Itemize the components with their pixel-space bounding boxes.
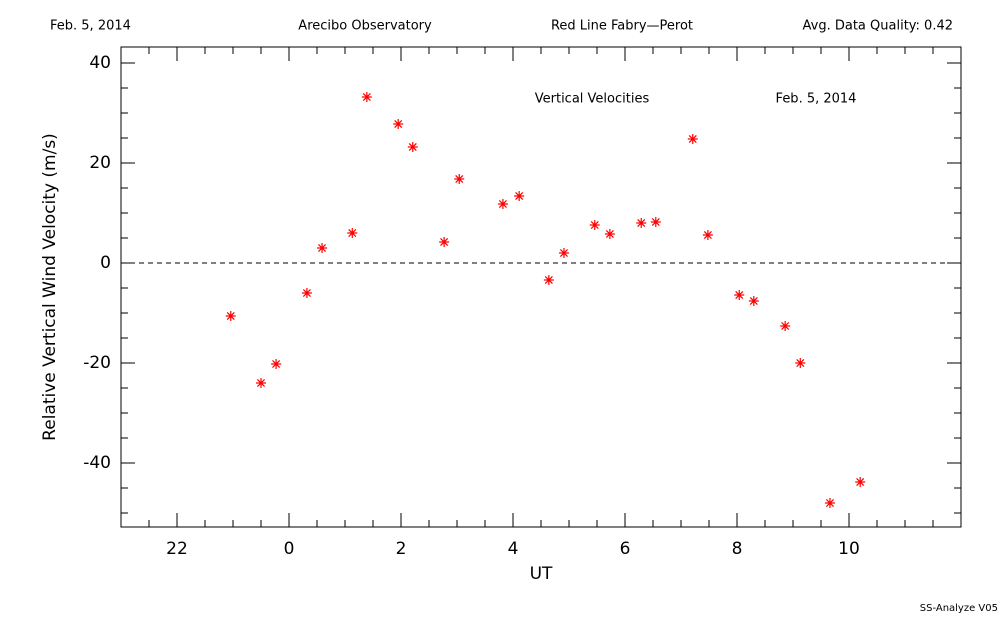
y-axis-label: Relative Vertical Wind Velocity (m/s): [40, 133, 60, 441]
data-point: [347, 228, 358, 238]
data-point: [407, 142, 418, 152]
x-tick-label: 8: [732, 539, 743, 559]
chart-title: Vertical Velocities: [535, 92, 650, 107]
data-point: [393, 119, 404, 129]
data-point: [748, 296, 759, 306]
chart-subtitle: Feb. 5, 2014: [776, 92, 857, 107]
data-point: [317, 243, 328, 253]
footer: SS-Analyze V05: [920, 603, 998, 614]
x-tick-label: 6: [620, 539, 631, 559]
data-point: [514, 191, 525, 201]
y-tick-label: 40: [89, 53, 111, 73]
data-point: [636, 218, 647, 228]
data-point: [361, 92, 372, 102]
y-tick-label: -20: [83, 353, 111, 373]
x-tick-label: 22: [166, 539, 188, 559]
header-date: Feb. 5, 2014: [50, 19, 131, 34]
x-axis-label: UT: [530, 564, 553, 584]
data-point: [439, 237, 450, 247]
header-instrument: Red Line Fabry—Perot: [551, 19, 693, 34]
data-point: [543, 275, 554, 285]
y-tick-label: 0: [100, 253, 111, 273]
data-point: [497, 199, 508, 209]
data-point: [558, 248, 569, 258]
y-tick-label: 20: [89, 153, 111, 173]
header-quality: Avg. Data Quality: 0.42: [803, 19, 953, 34]
data-point: [734, 290, 745, 300]
data-point: [687, 134, 698, 144]
data-point: [454, 174, 465, 184]
x-tick-label: 10: [838, 539, 860, 559]
data-point: [702, 230, 713, 240]
x-tick-label: 2: [396, 539, 407, 559]
data-point: [271, 359, 282, 369]
plot-frame: [120, 46, 962, 528]
data-point: [589, 220, 600, 230]
data-point: [650, 217, 661, 227]
data-point: [225, 311, 236, 321]
data-point: [824, 498, 835, 508]
data-point: [795, 358, 806, 368]
data-point: [301, 288, 312, 298]
y-tick-label: -40: [83, 453, 111, 473]
data-point: [256, 378, 266, 388]
data-point: [604, 229, 615, 239]
x-tick-label: 4: [508, 539, 519, 559]
x-tick-label: 0: [284, 539, 295, 559]
data-point: [780, 321, 791, 331]
header-site: Arecibo Observatory: [298, 19, 432, 34]
data-point: [855, 477, 866, 487]
